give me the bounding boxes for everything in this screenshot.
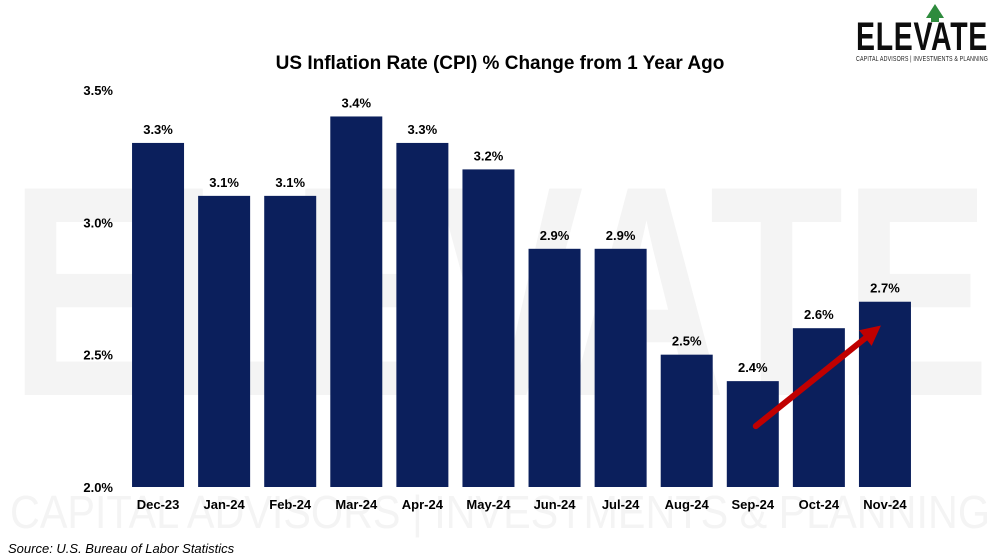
data-label: 2.9% (540, 228, 570, 243)
x-tick-label: May-24 (466, 497, 511, 512)
data-label: 2.9% (606, 228, 636, 243)
y-tick-label: 3.0% (83, 215, 113, 230)
data-label: 2.7% (870, 281, 900, 296)
logo-arrow-icon (926, 4, 944, 22)
data-label: 2.5% (672, 334, 702, 349)
chart-title: US Inflation Rate (CPI) % Change from 1 … (276, 53, 725, 74)
x-tick-label: Jul-24 (602, 497, 640, 512)
bar-aug-24 (660, 354, 713, 487)
data-label: 3.3% (408, 122, 438, 137)
trend-arrow-annotation (752, 325, 881, 430)
x-tick-label: Dec-23 (137, 497, 180, 512)
data-label: 2.4% (738, 360, 768, 375)
bar-mar-24 (330, 116, 383, 487)
data-label: 3.1% (275, 175, 305, 190)
data-label: 3.2% (474, 148, 504, 163)
x-tick-label: Apr-24 (402, 497, 444, 512)
x-tick-label: Aug-24 (665, 497, 710, 512)
source-note: Source: U.S. Bureau of Labor Statistics (8, 541, 235, 556)
x-tick-label: Sep-24 (731, 497, 774, 512)
data-label: 2.6% (804, 307, 834, 322)
x-tick-label: Jan-24 (204, 497, 246, 512)
bar-may-24 (462, 169, 515, 487)
y-tick-label: 2.5% (83, 348, 113, 363)
bar-oct-24 (792, 328, 845, 487)
bar-sep-24 (726, 381, 779, 487)
x-tick-label: Oct-24 (799, 497, 840, 512)
watermark-sub: CAPITAL ADVISORS | INVESTMENTS & PLANNIN… (10, 486, 990, 538)
y-axis: 2.0% 2.5% 3.0% 3.5% (83, 83, 113, 495)
x-tick-label: Jun-24 (534, 497, 577, 512)
bar-apr-24 (396, 142, 449, 487)
data-label: 3.4% (341, 95, 371, 110)
bar-feb-24 (264, 195, 317, 487)
data-label: 3.1% (209, 175, 239, 190)
x-axis: Dec-23 Jan-24 Feb-24 Mar-24 Apr-24 May-24 Jun-… (137, 497, 908, 512)
x-tick-label: Mar-24 (335, 497, 378, 512)
x-tick-label: Nov-24 (863, 497, 907, 512)
trend-arrow-head-icon (859, 325, 881, 346)
bar-jul-24 (594, 248, 647, 487)
trend-arrow-shaft (752, 335, 869, 430)
bar-jun-24 (528, 248, 581, 487)
bar-dec-23 (132, 142, 185, 487)
data-label: 3.3% (143, 122, 173, 137)
x-tick-label: Feb-24 (269, 497, 312, 512)
y-tick-label: 2.0% (83, 480, 113, 495)
logo-name: ELEVATE (856, 15, 988, 59)
logo-tagline: CAPITAL ADVISORS | INVESTMENTS & PLANNIN… (856, 56, 988, 63)
y-tick-label: 3.5% (83, 83, 113, 98)
bar-jan-24 (198, 195, 251, 487)
data-labels: 3.3% 3.1% 3.1% 3.4% 3.3% 3.2% 2.9% 2.9% 2.5% 2.4%… (143, 95, 900, 375)
elevate-logo: ELEVATE CAPITAL ADVISORS | INVESTMENTS &… (856, 4, 988, 63)
